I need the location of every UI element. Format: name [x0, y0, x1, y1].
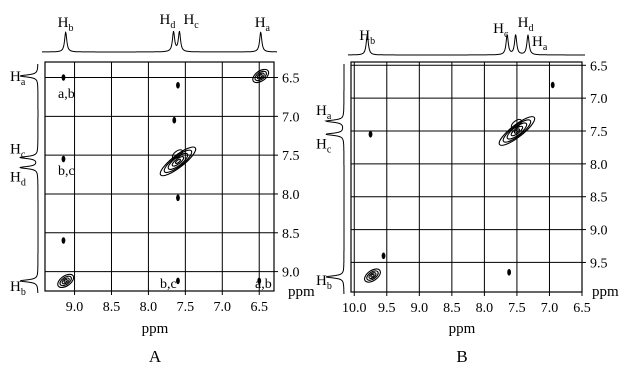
- top-peak-label: Hc: [183, 12, 199, 31]
- panel-a-xlabel: ppm: [142, 321, 169, 337]
- cross-peak: [507, 268, 512, 276]
- cross-peak: [252, 68, 270, 84]
- y-tick-label: 6.5: [282, 72, 300, 87]
- panel-b-xlabel: ppm: [449, 321, 476, 337]
- x-tick-label: 8.5: [103, 300, 121, 315]
- cross-peak-annotation: a,b: [58, 87, 75, 102]
- cross-peak: [176, 194, 180, 202]
- cross-peak: [57, 273, 75, 289]
- panel-a-cross-peaks: [57, 68, 270, 289]
- cross-peak-annotation: b,c: [58, 164, 75, 179]
- cross-peak: [176, 277, 180, 285]
- top-peak-label: Hb: [58, 15, 74, 34]
- cross-peak: [61, 74, 66, 81]
- x-tick-label: 8.0: [140, 300, 158, 315]
- cross-peak-annotation: a,b: [255, 277, 272, 292]
- panel-b-label: B: [456, 347, 467, 366]
- panel-a-annotations: a,b b,c b,c a,b: [58, 87, 272, 292]
- panel-b-ticks: 10.0 9.5 9.0 8.5 8.0 7.5 7.0 6.5 6.5 7.0 7.5 8.0 8.5…: [342, 59, 607, 316]
- left-peak-label: Hc: [10, 141, 26, 160]
- x-tick-label: 6.5: [250, 300, 268, 315]
- cross-peak: [61, 155, 66, 163]
- top-peak-label: Hd: [160, 12, 176, 31]
- panel-b-left-peak-labels: Ha Hc Hb: [316, 103, 332, 292]
- left-peak-label: Hd: [10, 170, 26, 189]
- x-tick-label: 7.0: [214, 300, 232, 315]
- panel-a-top-peak-labels: Hb Hd Hc Ha: [58, 12, 271, 34]
- y-tick-label: 8.0: [282, 188, 300, 203]
- cross-peak: [61, 237, 66, 244]
- left-peak-label: Ha: [10, 69, 26, 88]
- panel-a-label: A: [149, 347, 162, 366]
- x-tick-label: 7.0: [541, 301, 559, 316]
- cross-peak-annotation: b,c: [160, 277, 177, 292]
- top-peak-label: Ha: [255, 15, 271, 34]
- cross-peak: [364, 268, 381, 283]
- y-tick-label: 7.5: [282, 149, 300, 164]
- top-peak-label: Ha: [532, 34, 548, 53]
- panel-b-left-spectrum: [324, 64, 345, 294]
- x-tick-label: 9.5: [378, 301, 396, 316]
- cross-peak: [176, 81, 180, 89]
- panel-b-grid: [351, 62, 582, 292]
- y-tick-label: 9.0: [282, 266, 300, 281]
- left-peak-label: Ha: [316, 103, 332, 122]
- y-tick-label: 9.5: [590, 256, 608, 271]
- y-tick-label: 6.5: [590, 59, 608, 74]
- y-tick-label: 8.0: [590, 158, 608, 173]
- cross-peak: [172, 116, 177, 124]
- panel-a-frame: [44, 61, 275, 292]
- panel-b-top-spectrum: [348, 33, 585, 56]
- cross-peak: [368, 130, 373, 138]
- x-tick-label: 7.5: [177, 300, 195, 315]
- panel-a-ylabel: ppm: [288, 284, 315, 300]
- panel-b: 10.0 9.5 9.0 8.5 8.0 7.5 7.0 6.5 6.5 7.0 7.5 8.0 8.5…: [316, 15, 619, 366]
- panel-a-left-spectrum: [19, 64, 39, 293]
- left-peak-label: Hb: [316, 273, 332, 292]
- x-tick-label: 7.5: [508, 301, 526, 316]
- top-peak-label: Hb: [359, 28, 375, 47]
- x-tick-label: 9.0: [411, 301, 429, 316]
- cross-peak: [159, 146, 197, 177]
- top-peak-label: Hd: [518, 15, 534, 34]
- cross-peak: [550, 81, 555, 89]
- y-tick-label: 8.5: [282, 227, 300, 242]
- cross-peak: [498, 116, 536, 146]
- left-peak-label: Hc: [316, 136, 332, 155]
- panel-a-ticks: 9.0 8.5 8.0 7.5 7.0 6.5 6.5 7.0 7.5 8.0 8.5 9.0: [66, 72, 300, 315]
- y-tick-label: 7.0: [590, 92, 608, 107]
- top-peak-label: Hc: [493, 21, 509, 40]
- x-tick-label: 6.5: [573, 301, 591, 316]
- y-tick-label: 7.5: [590, 125, 608, 140]
- panel-b-ylabel: ppm: [592, 284, 619, 300]
- y-tick-label: 8.5: [590, 191, 608, 206]
- cross-peak: [381, 252, 386, 260]
- panel-b-frame: [350, 61, 583, 293]
- cross-peak: [257, 277, 262, 285]
- y-tick-label: 7.0: [282, 110, 300, 125]
- panel-a-grid: [45, 62, 274, 291]
- panel-a: 9.0 8.5 8.0 7.5 7.0 6.56.57.07.58.08.59.0 HbH…: [10, 12, 315, 366]
- panel-b-cross-peaks: [364, 81, 555, 283]
- panel-a-top-spectrum: [42, 30, 277, 53]
- x-tick-label: 9.0: [66, 300, 84, 315]
- x-tick-label: 8.5: [443, 301, 461, 316]
- y-tick-label: 9.0: [590, 224, 608, 239]
- x-tick-label: 8.0: [476, 301, 494, 316]
- x-tick-label: 10.0: [342, 301, 367, 316]
